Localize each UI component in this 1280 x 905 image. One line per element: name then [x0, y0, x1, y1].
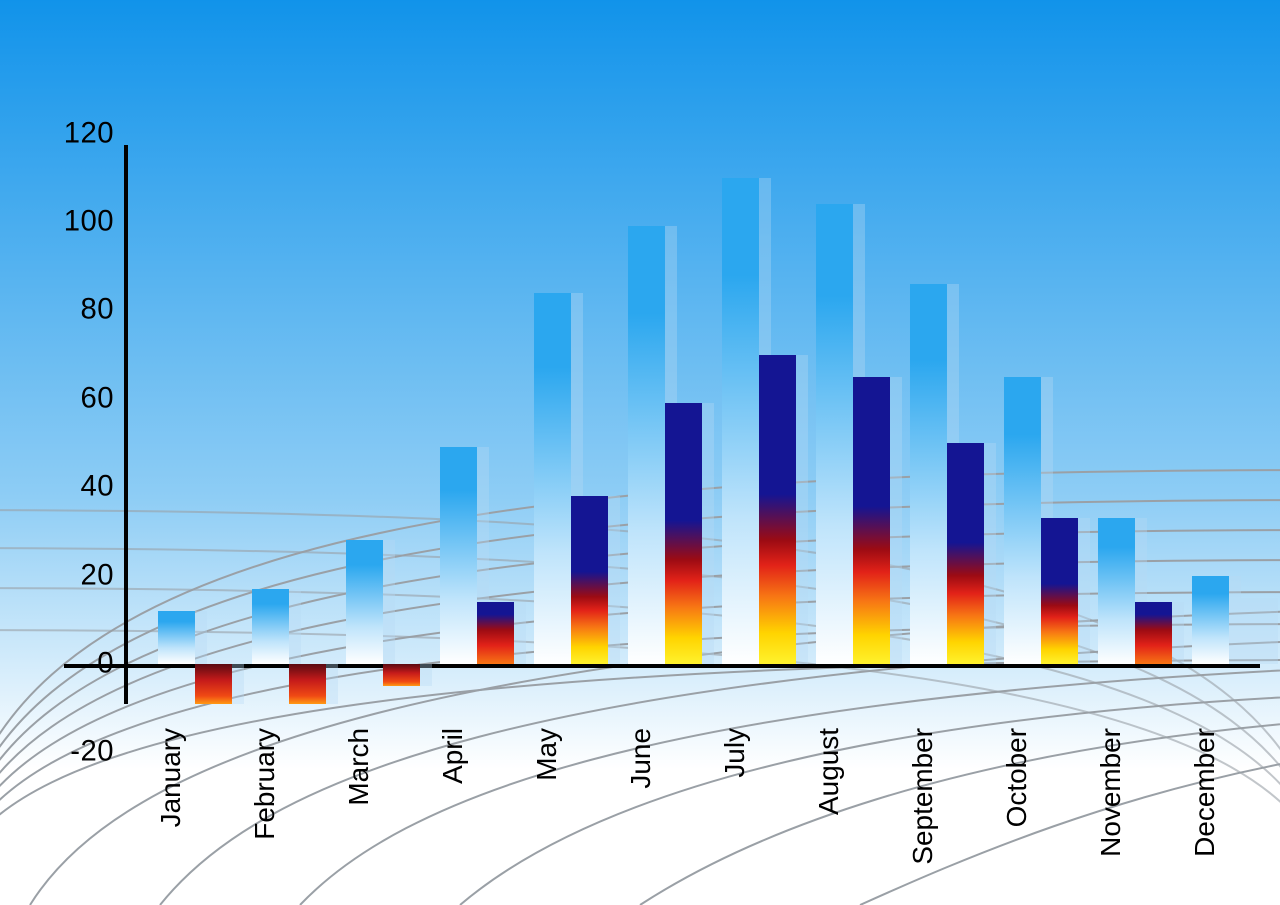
y-tick-label: 100 [64, 206, 124, 239]
y-tick-label: 0 [97, 648, 124, 681]
y-tick-label: -20 [70, 736, 124, 769]
secondary-bar [1041, 518, 1078, 664]
secondary-bar [665, 403, 702, 664]
x-axis-category-label: May [531, 728, 563, 781]
primary-bar [628, 226, 665, 664]
secondary-bar [289, 664, 326, 704]
y-tick-label: 40 [80, 471, 124, 504]
primary-bar [816, 204, 853, 664]
secondary-bar [383, 664, 420, 686]
x-axis-category-label: July [719, 728, 751, 778]
x-axis-category-label: March [343, 728, 375, 806]
y-tick-label: 60 [80, 382, 124, 415]
primary-bar [440, 447, 477, 664]
x-axis-category-label: April [437, 728, 469, 784]
secondary-bar [759, 355, 796, 664]
y-tick-label: 20 [80, 559, 124, 592]
x-axis-category-label: October [1001, 728, 1033, 827]
bar-shadow [1241, 598, 1278, 664]
x-axis-category-label: November [1095, 728, 1127, 857]
x-axis-category-label: January [155, 728, 187, 827]
secondary-bar [1135, 602, 1172, 664]
x-axis-category-label: February [249, 728, 281, 840]
primary-bar [158, 611, 195, 664]
primary-bar [910, 284, 947, 664]
secondary-bar [477, 602, 514, 664]
primary-bar [1004, 377, 1041, 664]
primary-bar [722, 178, 759, 664]
secondary-bar [853, 377, 890, 664]
secondary-bar [947, 443, 984, 664]
primary-bar [1098, 518, 1135, 664]
monthly-bar-chart: -20 0 20 40 60 80 100 120 January February March A… [0, 0, 1280, 905]
x-axis-category-label: August [813, 728, 845, 815]
primary-bar [252, 589, 289, 664]
secondary-bar [571, 496, 608, 664]
y-axis-line [124, 145, 128, 704]
y-tick-label: 80 [80, 294, 124, 327]
primary-bar [346, 540, 383, 664]
x-axis-category-label: December [1189, 728, 1221, 857]
chart-canvas: -20 0 20 40 60 80 100 120 January February March A… [0, 0, 1280, 905]
secondary-bar [195, 664, 232, 704]
x-axis-category-label: September [907, 728, 939, 865]
primary-bar [1192, 576, 1229, 664]
y-tick-label: 120 [64, 117, 124, 150]
x-axis-category-label: June [625, 728, 657, 789]
primary-bar [534, 293, 571, 664]
